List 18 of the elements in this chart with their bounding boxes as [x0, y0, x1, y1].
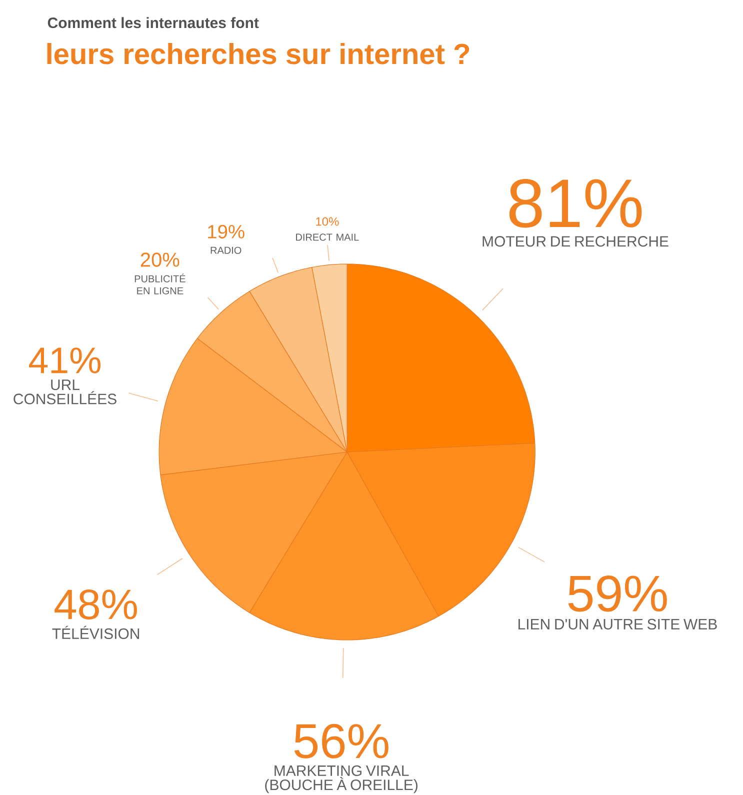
slice-label: MOTEUR DE RECHERCHE [482, 236, 668, 247]
slice-label: URL CONSEILLÉES [14, 380, 116, 404]
data-label: 20% [140, 252, 180, 267]
data-label: 56% [294, 724, 388, 758]
slice-label: PUBLICITÉ EN LIGNE [134, 274, 186, 294]
slice-label: DIRECT MAIL [296, 234, 359, 241]
chart-title: Comment les internautes font [48, 17, 259, 28]
slice-label: LIEN D'UN AUTRE SITE WEB [518, 618, 717, 630]
slice-label: MARKETING VIRAL (BOUCHE À OREILLE) [265, 765, 418, 794]
slice-label: RADIO [210, 246, 242, 254]
data-label: 81% [509, 178, 642, 228]
data-label: 41% [28, 348, 100, 374]
slice-label: TÉLÉVISION [52, 626, 139, 640]
chart-subtitle: leurs recherches sur internet ? [47, 42, 470, 64]
data-label: 48% [54, 589, 137, 620]
data-label: 10% [316, 217, 339, 226]
data-label: 19% [208, 224, 244, 238]
data-label: 59% [568, 575, 667, 612]
